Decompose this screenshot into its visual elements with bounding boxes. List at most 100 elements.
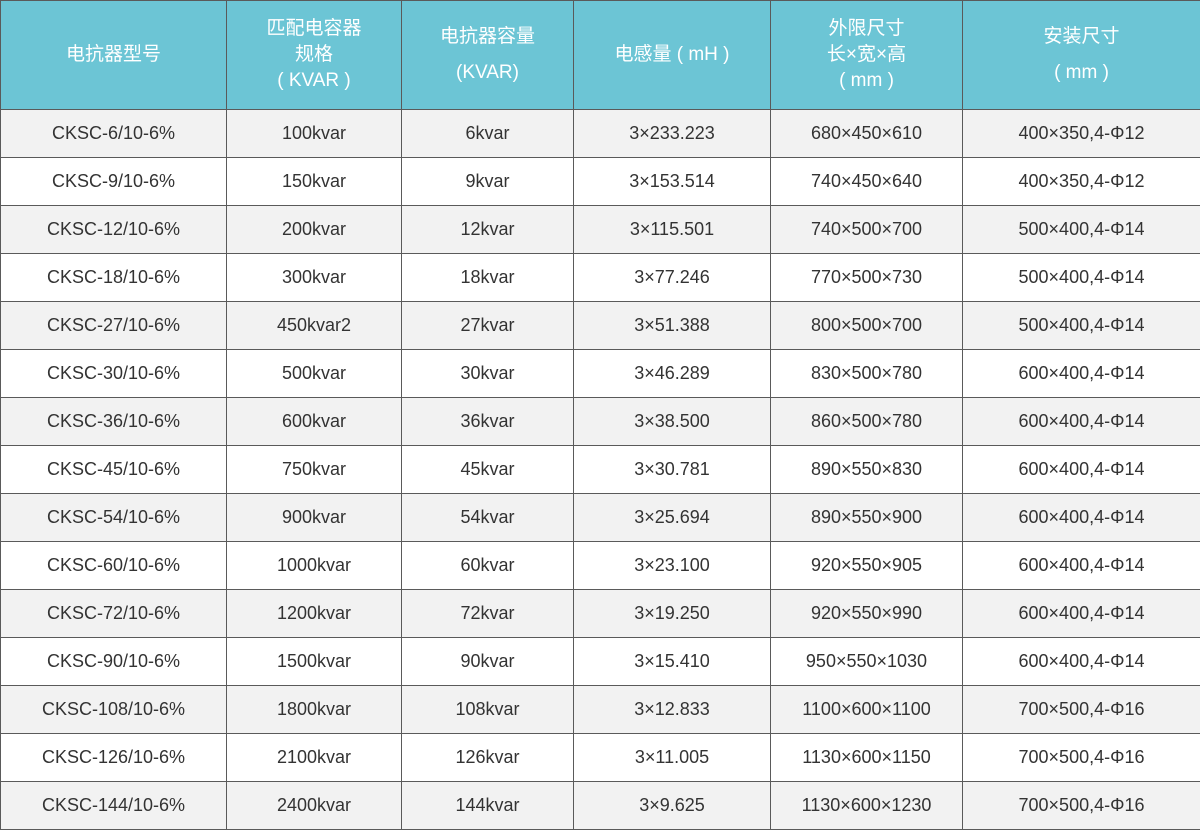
cell-outer-dimensions: 920×550×905 [770,541,963,590]
cell-install-dimensions: 600×400,4-Φ14 [962,589,1200,638]
table-row: CKSC-60/10-6% 1000kvar 60kvar 3×23.100 920×5… [0,541,1200,590]
cell-install-dimensions: 400×350,4-Φ12 [962,109,1200,158]
cell-inductance: 3×19.250 [573,589,771,638]
cell-model: CKSC-126/10-6% [0,733,227,782]
cell-model: CKSC-60/10-6% [0,541,227,590]
cell-inductance: 3×51.388 [573,301,771,350]
cell-capacitor-spec: 1000kvar [226,541,402,590]
cell-capacitor-spec: 300kvar [226,253,402,302]
cell-install-dimensions: 700×500,4-Φ16 [962,733,1200,782]
cell-model: CKSC-9/10-6% [0,157,227,206]
cell-reactor-capacity: 12kvar [401,205,574,254]
cell-reactor-capacity: 90kvar [401,637,574,686]
cell-inductance: 3×12.833 [573,685,771,734]
table-row: CKSC-36/10-6% 600kvar 36kvar 3×38.500 860×50… [0,397,1200,446]
cell-model: CKSC-12/10-6% [0,205,227,254]
cell-capacitor-spec: 750kvar [226,445,402,494]
table-row: CKSC-90/10-6% 1500kvar 90kvar 3×15.410 950×5… [0,637,1200,686]
cell-capacitor-spec: 2400kvar [226,781,402,830]
cell-model: CKSC-108/10-6% [0,685,227,734]
cell-outer-dimensions: 920×550×990 [770,589,963,638]
cell-inductance: 3×46.289 [573,349,771,398]
cell-install-dimensions: 500×400,4-Φ14 [962,205,1200,254]
cell-outer-dimensions: 1130×600×1230 [770,781,963,830]
cell-reactor-capacity: 54kvar [401,493,574,542]
cell-install-dimensions: 400×350,4-Φ12 [962,157,1200,206]
cell-model: CKSC-18/10-6% [0,253,227,302]
cell-capacitor-spec: 200kvar [226,205,402,254]
cell-capacitor-spec: 900kvar [226,493,402,542]
cell-outer-dimensions: 860×500×780 [770,397,963,446]
cell-inductance: 3×233.223 [573,109,771,158]
header-inductance: 电感量 ( mH ) [573,0,771,110]
cell-inductance: 3×11.005 [573,733,771,782]
cell-reactor-capacity: 126kvar [401,733,574,782]
table-row: CKSC-144/10-6% 2400kvar 144kvar 3×9.625 1130… [0,781,1200,830]
cell-install-dimensions: 600×400,4-Φ14 [962,493,1200,542]
cell-model: CKSC-54/10-6% [0,493,227,542]
cell-capacitor-spec: 500kvar [226,349,402,398]
table-row: CKSC-126/10-6% 2100kvar 126kvar 3×11.005 113… [0,733,1200,782]
table-body: CKSC-6/10-6% 100kvar 6kvar 3×233.223 680×450… [0,109,1200,830]
cell-model: CKSC-45/10-6% [0,445,227,494]
cell-outer-dimensions: 890×550×830 [770,445,963,494]
cell-outer-dimensions: 950×550×1030 [770,637,963,686]
header-capacitor-spec: 匹配电容器 规格 ( KVAR ) [226,0,402,110]
cell-capacitor-spec: 100kvar [226,109,402,158]
cell-reactor-capacity: 9kvar [401,157,574,206]
table-row: CKSC-30/10-6% 500kvar 30kvar 3×46.289 830×50… [0,349,1200,398]
cell-outer-dimensions: 770×500×730 [770,253,963,302]
cell-install-dimensions: 600×400,4-Φ14 [962,541,1200,590]
header-outer-dimensions: 外限尺寸 长×宽×高 ( mm ) [770,0,963,110]
table-row: CKSC-108/10-6% 1800kvar 108kvar 3×12.833 110… [0,685,1200,734]
cell-capacitor-spec: 150kvar [226,157,402,206]
cell-inductance: 3×23.100 [573,541,771,590]
cell-model: CKSC-36/10-6% [0,397,227,446]
cell-model: CKSC-27/10-6% [0,301,227,350]
cell-reactor-capacity: 108kvar [401,685,574,734]
cell-install-dimensions: 600×400,4-Φ14 [962,397,1200,446]
cell-reactor-capacity: 27kvar [401,301,574,350]
cell-reactor-capacity: 72kvar [401,589,574,638]
cell-inductance: 3×25.694 [573,493,771,542]
header-reactor-capacity: 电抗器容量 (KVAR) [401,0,574,110]
cell-model: CKSC-90/10-6% [0,637,227,686]
cell-model: CKSC-72/10-6% [0,589,227,638]
cell-model: CKSC-144/10-6% [0,781,227,830]
cell-inductance: 3×77.246 [573,253,771,302]
cell-install-dimensions: 600×400,4-Φ14 [962,445,1200,494]
table-row: CKSC-18/10-6% 300kvar 18kvar 3×77.246 770×50… [0,253,1200,302]
cell-install-dimensions: 500×400,4-Φ14 [962,301,1200,350]
cell-inductance: 3×15.410 [573,637,771,686]
cell-outer-dimensions: 680×450×610 [770,109,963,158]
cell-inductance: 3×30.781 [573,445,771,494]
cell-reactor-capacity: 6kvar [401,109,574,158]
cell-capacitor-spec: 1200kvar [226,589,402,638]
cell-reactor-capacity: 18kvar [401,253,574,302]
table-row: CKSC-12/10-6% 200kvar 12kvar 3×115.501 740×5… [0,205,1200,254]
cell-outer-dimensions: 890×550×900 [770,493,963,542]
table-row: CKSC-27/10-6% 450kvar2 27kvar 3×51.388 800×5… [0,301,1200,350]
cell-outer-dimensions: 1130×600×1150 [770,733,963,782]
cell-outer-dimensions: 740×450×640 [770,157,963,206]
cell-inductance: 3×153.514 [573,157,771,206]
table-row: CKSC-9/10-6% 150kvar 9kvar 3×153.514 740×450… [0,157,1200,206]
cell-reactor-capacity: 60kvar [401,541,574,590]
cell-capacitor-spec: 450kvar2 [226,301,402,350]
cell-capacitor-spec: 2100kvar [226,733,402,782]
cell-reactor-capacity: 36kvar [401,397,574,446]
cell-outer-dimensions: 1100×600×1100 [770,685,963,734]
cell-model: CKSC-30/10-6% [0,349,227,398]
table-row: CKSC-6/10-6% 100kvar 6kvar 3×233.223 680×450… [0,109,1200,158]
cell-capacitor-spec: 1500kvar [226,637,402,686]
cell-outer-dimensions: 830×500×780 [770,349,963,398]
cell-outer-dimensions: 740×500×700 [770,205,963,254]
cell-capacitor-spec: 1800kvar [226,685,402,734]
header-install-dimensions: 安装尺寸 ( mm ) [962,0,1200,110]
table-row: CKSC-45/10-6% 750kvar 45kvar 3×30.781 890×55… [0,445,1200,494]
cell-install-dimensions: 700×500,4-Φ16 [962,685,1200,734]
cell-inductance: 3×38.500 [573,397,771,446]
cell-install-dimensions: 600×400,4-Φ14 [962,349,1200,398]
header-model: 电抗器型号 [0,0,227,110]
